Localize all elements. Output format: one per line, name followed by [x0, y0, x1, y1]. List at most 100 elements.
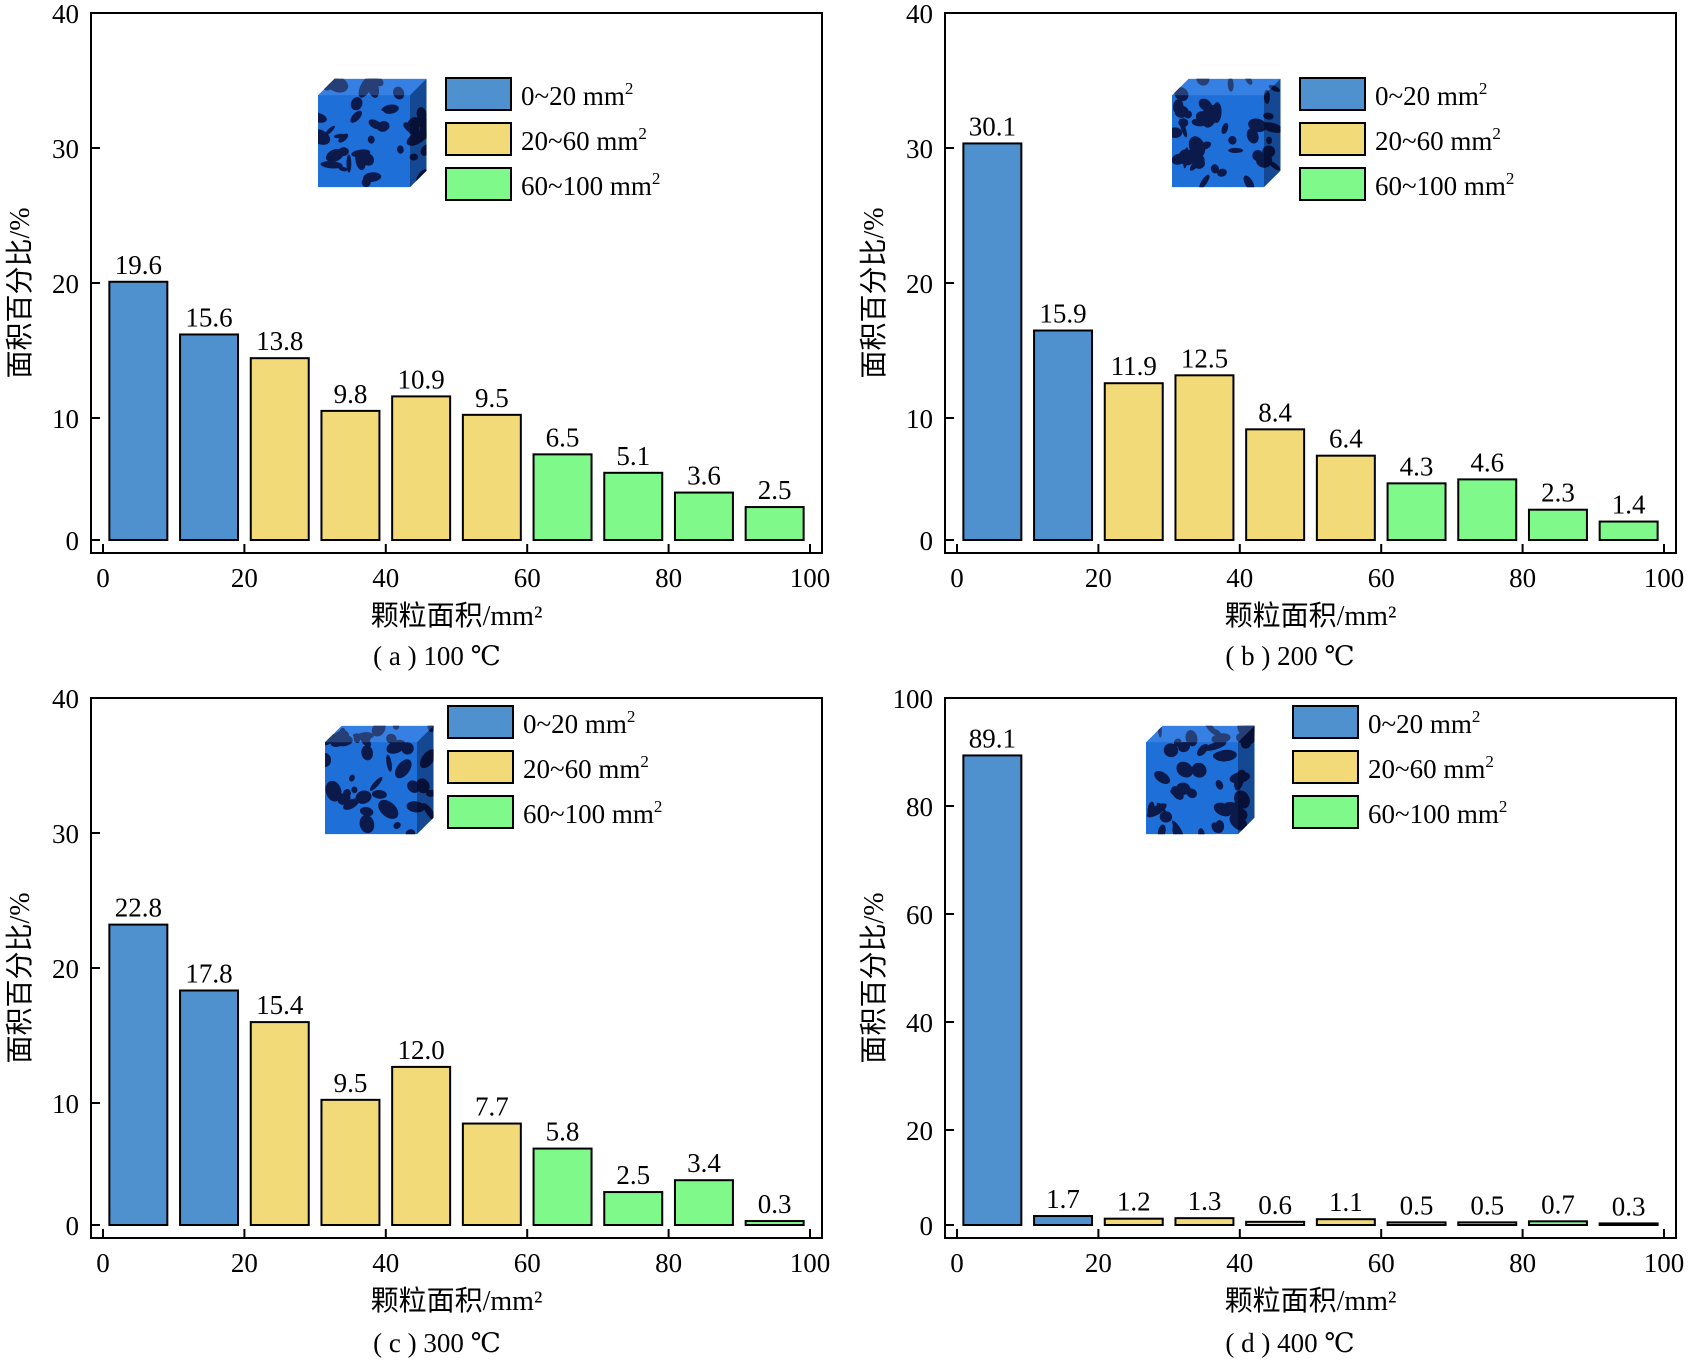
bar [461, 413, 522, 541]
legend-superscript: 2 [1506, 169, 1515, 188]
legend-swatch [445, 122, 512, 156]
bar-value-label: 1.4 [1612, 490, 1646, 520]
bar [108, 280, 169, 541]
y-tick-label: 60 [906, 900, 933, 930]
x-tick-label: 0 [950, 1248, 964, 1278]
legend-superscript: 2 [640, 752, 649, 771]
legend-swatch [1299, 77, 1366, 111]
x-tick-label: 40 [1226, 563, 1253, 593]
x-tick-label: 60 [1368, 1248, 1395, 1278]
x-tick-label: 80 [1509, 563, 1536, 593]
y-tick-label: 0 [920, 1211, 934, 1241]
bar-value-label: 11.9 [1111, 351, 1157, 381]
bar [1527, 508, 1588, 542]
bar-value-label: 19.6 [115, 250, 162, 280]
legend-entry-yellow: 20~60 mm2 [1299, 122, 1501, 156]
bar [1033, 329, 1094, 541]
y-tick-label: 20 [52, 269, 79, 299]
y-tick-label: 30 [52, 819, 79, 849]
legend-swatch [1299, 122, 1366, 156]
y-axis-label: 面积百分比/% [4, 892, 36, 1063]
bar-value-label: 0.3 [1612, 1191, 1646, 1221]
bar-value-label: 12.5 [1181, 343, 1228, 373]
bar [320, 1098, 381, 1227]
x-tick-label: 20 [231, 1248, 258, 1278]
x-tick-label: 40 [372, 1248, 399, 1278]
x-tick-label: 80 [655, 1248, 682, 1278]
x-tick-label: 80 [655, 563, 682, 593]
bar-value-label: 6.4 [1329, 424, 1363, 454]
sample-cube-image [1172, 78, 1281, 188]
bar [532, 453, 593, 541]
sample-cube-image [1146, 725, 1255, 835]
legend-entry-yellow: 20~60 mm2 [1292, 750, 1494, 784]
legend-swatch [445, 167, 512, 201]
bar [1386, 1221, 1447, 1226]
chart-panel-a: 0 10 20 30 40 0 20 40 60 80 100 19.6 15.6 13.8 9.8 10.9… [4, 0, 830, 632]
y-tick-label: 30 [52, 134, 79, 164]
legend-label: 0~20 mm2 [1368, 707, 1480, 739]
sample-cube-image [325, 725, 434, 835]
x-axis-label: 颗粒面积/mm² [1225, 600, 1397, 632]
legend-label: 20~60 mm2 [1368, 752, 1494, 784]
bar [249, 357, 310, 541]
caption-d: ( d ) 400 ℃ [1225, 1328, 1355, 1358]
x-axis-label: 颗粒面积/mm² [371, 600, 543, 632]
bar [1315, 454, 1376, 541]
bar-value-label: 1.2 [1117, 1187, 1151, 1217]
y-tick-label: 40 [52, 0, 79, 29]
bar [673, 491, 734, 542]
bar-value-label: 4.3 [1400, 451, 1434, 481]
legend-superscript: 2 [638, 124, 647, 143]
legend-superscript: 2 [1472, 707, 1481, 726]
legend-label: 20~60 mm2 [523, 752, 649, 784]
bar-value-label: 15.4 [256, 990, 304, 1020]
legend-swatch [447, 750, 514, 784]
x-tick-label: 100 [790, 1248, 831, 1278]
legend-entry-blue: 0~20 mm2 [447, 705, 635, 739]
legend-swatch [445, 77, 512, 111]
bar-value-label: 0.7 [1541, 1189, 1575, 1219]
y-axis-label: 面积百分比/% [4, 207, 36, 378]
legend-superscript: 2 [1479, 79, 1488, 98]
y-tick-label: 30 [906, 134, 933, 164]
bar-value-label: 9.5 [475, 383, 509, 413]
bar-value-label: 10.9 [398, 364, 445, 394]
bar-value-label: 1.1 [1329, 1187, 1363, 1217]
x-tick-label: 20 [1085, 1248, 1112, 1278]
caption-c: ( c ) 300 ℃ [373, 1328, 501, 1358]
y-tick-label: 40 [52, 684, 79, 714]
y-tick-label: 100 [893, 684, 934, 714]
legend-label: 0~20 mm2 [523, 707, 635, 739]
bar-value-label: 0.6 [1258, 1190, 1292, 1220]
legend-superscript: 2 [1492, 124, 1501, 143]
y-tick-label: 20 [906, 1116, 933, 1146]
x-tick-label: 0 [96, 563, 110, 593]
bar [1103, 382, 1164, 541]
bar [1245, 1220, 1306, 1227]
caption-a: ( a ) 100 ℃ [373, 641, 501, 671]
y-tick-label: 0 [920, 526, 934, 556]
legend-label: 0~20 mm2 [1375, 79, 1487, 111]
bar-value-label: 13.8 [256, 326, 303, 356]
legend-label: 20~60 mm2 [521, 124, 647, 156]
bar [962, 142, 1023, 541]
y-axis-label: 面积百分比/% [858, 207, 890, 378]
caption-b: ( b ) 200 ℃ [1225, 641, 1355, 671]
bar [744, 1220, 805, 1226]
chart-panel-b: 0 10 20 30 40 0 20 40 60 80 100 30.1 15.9 11.9 12.5 8.4… [858, 0, 1684, 632]
bar [461, 1122, 522, 1226]
bar [179, 333, 240, 541]
bar [603, 1191, 664, 1226]
bar-value-label: 15.9 [1039, 299, 1086, 329]
y-tick-label: 20 [52, 954, 79, 984]
legend-label: 60~100 mm2 [1375, 169, 1514, 201]
bar [1033, 1215, 1094, 1227]
legend-entry-green: 60~100 mm2 [1292, 795, 1507, 829]
bar-value-label: 5.8 [546, 1117, 580, 1147]
bar-value-label: 1.3 [1188, 1186, 1222, 1216]
bar-value-label: 6.5 [546, 422, 580, 452]
bar [179, 989, 240, 1226]
bar-value-label: 0.5 [1400, 1190, 1434, 1220]
bar-value-label: 0.3 [758, 1189, 792, 1219]
